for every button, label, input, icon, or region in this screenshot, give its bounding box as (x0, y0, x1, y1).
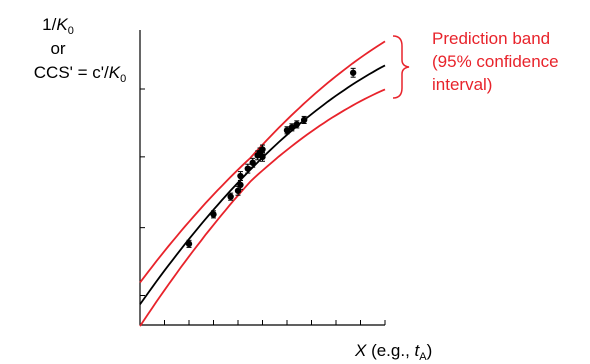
brace-icon (393, 36, 409, 98)
data-point-marker (237, 182, 243, 188)
data-point-marker (186, 241, 192, 247)
data-point-marker (294, 121, 300, 127)
data-point (350, 68, 356, 77)
upper-prediction-band (140, 41, 385, 282)
y-axis-label-line3: CCS' = c'/K0 (34, 63, 126, 85)
data-point-marker (259, 154, 265, 160)
y-axis-label-line2: or (50, 39, 65, 58)
annotation-line3: interval) (432, 75, 492, 94)
prediction-band-annotation: Prediction band (95% confidence interval… (393, 29, 559, 98)
lower-prediction-band (140, 89, 385, 326)
y-axis-label-line1: 1/K0 (42, 15, 74, 37)
data-points (186, 68, 357, 247)
data-point-marker (259, 146, 265, 152)
data-point (245, 164, 251, 173)
x-ticks (165, 320, 386, 325)
x-axis-label: X (e.g., tA) (354, 341, 432, 363)
y-ticks (140, 89, 145, 296)
data-point-marker (301, 117, 307, 123)
data-point-marker (250, 160, 256, 166)
annotation-line1: Prediction band (432, 29, 550, 48)
data-point-marker (237, 173, 243, 179)
data-point-marker (210, 211, 216, 217)
annotation-line2: (95% confidence (432, 52, 559, 71)
axes (140, 30, 385, 325)
data-point-marker (227, 193, 233, 199)
y-axis-label: 1/K0 or CCS' = c'/K0 (34, 15, 126, 85)
fit-curve (140, 65, 385, 304)
data-point (237, 172, 243, 181)
data-point-marker (350, 70, 356, 76)
curves (140, 41, 385, 326)
data-point-marker (245, 165, 251, 171)
